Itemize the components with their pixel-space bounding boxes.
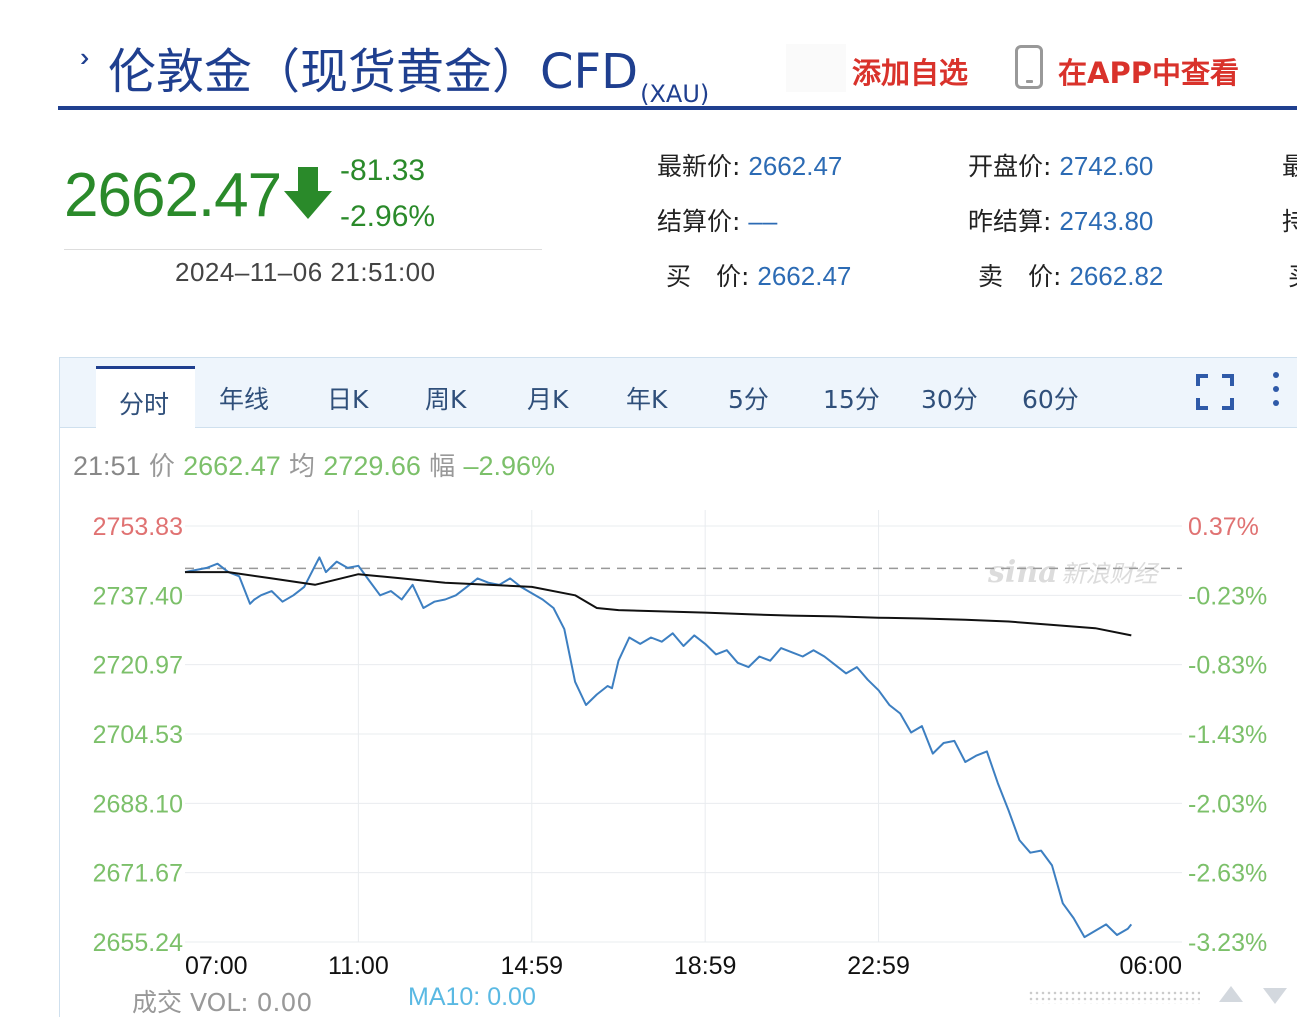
pct-tick-label: 0.37% — [1188, 513, 1259, 541]
quote-field-value: 2742.60 — [1059, 151, 1154, 181]
pct-tick-label: -3.23% — [1188, 929, 1267, 957]
quote-field: 最 — [1282, 147, 1297, 183]
quote-field-label: 持 — [1282, 207, 1297, 236]
more-options-icon[interactable] — [1272, 372, 1280, 412]
y-tick-label: 2704.53 — [93, 721, 183, 749]
tab-monthly-k[interactable]: 月K — [527, 385, 569, 414]
symbol-code: (XAU) — [640, 80, 710, 108]
quote-field-label: 买 价: — [666, 262, 750, 291]
y-tick-label: 2720.97 — [93, 652, 183, 680]
average-line — [185, 571, 1132, 637]
quote-field-label: 开盘价: — [968, 152, 1052, 181]
chart-scroll-handle[interactable] — [1028, 990, 1200, 1004]
tab-30min[interactable]: 30分 — [921, 385, 978, 414]
quote-field: 昨结算: 2743.80 — [968, 202, 1153, 238]
quote-field: 开盘价: 2742.60 — [968, 147, 1153, 183]
x-tick-label: 14:59 — [501, 952, 564, 980]
info-avg-label: 均 — [289, 452, 316, 482]
quote-field-value: –– — [748, 206, 778, 236]
info-time: 21:51 — [73, 451, 141, 481]
quote-field-value: 2662.47 — [748, 151, 843, 181]
pct-tick-label: -0.83% — [1188, 652, 1267, 680]
scroll-down-icon[interactable] — [1263, 988, 1287, 1004]
title-text: 伦敦金（现货黄金）CFD — [108, 44, 639, 100]
quote-timestamp: 2024–11–06 21:51:00 — [175, 257, 436, 287]
down-arrow-icon — [284, 167, 332, 219]
tab-60min[interactable]: 60分 — [1022, 385, 1079, 414]
price-line — [184, 556, 1133, 939]
sina-finance-watermark: sina 新浪财经 — [988, 554, 1158, 590]
tab-label: 分时 — [119, 390, 170, 419]
watermark-cn: 新浪财经 — [1061, 560, 1158, 588]
tab-intraday[interactable]: 分时 — [96, 366, 195, 429]
y-tick-label: 2671.67 — [93, 860, 183, 888]
quote-field-label: 买 — [1288, 262, 1297, 291]
quote-field-label: 最 — [1282, 152, 1297, 181]
quote-field: 买 — [1288, 257, 1297, 293]
price-change: -81.33 — [340, 154, 426, 187]
tab-daily-k[interactable]: 日K — [327, 385, 369, 414]
chart-panel: 分时 年线 日K 周K 月K 年K 5分 15分 30分 60分 21:51 价… — [59, 357, 1297, 1017]
quote-field: 卖 价: 2662.82 — [978, 257, 1163, 293]
quote-field-label: 卖 价: — [978, 262, 1062, 291]
quote-field: 持 — [1282, 202, 1297, 238]
pct-tick-label: -2.03% — [1188, 790, 1267, 818]
pct-tick-label: -1.43% — [1188, 721, 1267, 749]
quote-field: 买 价: 2662.47 — [666, 257, 851, 293]
double-chevron-icon: ›› — [80, 42, 92, 72]
info-avg: 2729.66 — [323, 451, 421, 481]
x-tick-label: 18:59 — [674, 952, 737, 980]
price-change-percent: -2.96% — [340, 200, 436, 233]
quote-field-value: 2662.82 — [1069, 261, 1164, 291]
scroll-up-icon[interactable] — [1219, 986, 1243, 1002]
period-tabs: 分时 年线 日K 周K 月K 年K 5分 15分 30分 60分 — [60, 358, 1297, 429]
quote-field-value: 2743.80 — [1059, 206, 1154, 236]
info-amplitude: –2.96% — [463, 451, 556, 481]
quote-field-label: 结算价: — [657, 207, 741, 236]
info-price-label: 价 — [148, 452, 175, 482]
x-tick-label: 11:00 — [328, 952, 389, 980]
tab-yearly-k[interactable]: 年K — [626, 385, 668, 414]
last-price: 2662.47 — [64, 161, 282, 230]
ma10-value: MA10: 0.00 — [408, 983, 536, 1011]
intraday-chart[interactable]: 2753.83 0.37% 2737.40 -0.23% 2720.97 -0.83% 27… — [60, 358, 1297, 1017]
volume-info: 成交 VOL: 0.00 — [132, 983, 312, 1017]
y-tick-label: 2753.83 — [93, 513, 183, 541]
watermark-brand: sina — [988, 555, 1058, 590]
tab-5min[interactable]: 5分 — [728, 385, 769, 414]
tab-weekly-k[interactable]: 周K — [425, 385, 467, 414]
quote-field: 结算价: –– — [657, 202, 777, 238]
tab-year-line[interactable]: 年线 — [219, 385, 270, 414]
x-tick-label: 07:00 — [185, 952, 248, 980]
page-header: ›› 伦敦金（现货黄金）CFD(XAU) 添加自选 在APP中查看 — [58, 28, 1297, 110]
divider — [64, 249, 542, 250]
phone-icon[interactable] — [1015, 45, 1043, 89]
volume-label: 成交 — [132, 988, 183, 1017]
quote-field-value: 2662.47 — [757, 261, 852, 291]
x-tick-label: 06:00 — [1119, 952, 1182, 980]
y-tick-label: 2688.10 — [93, 790, 183, 818]
pct-tick-label: -0.23% — [1188, 582, 1267, 610]
info-price: 2662.47 — [183, 451, 281, 481]
header-spacer — [786, 44, 846, 92]
info-amp-label: 幅 — [429, 452, 456, 482]
quote-field-label: 最新价: — [657, 152, 741, 181]
volume-value: VOL: 0.00 — [189, 988, 313, 1017]
crosshair-info: 21:51 价 2662.47 均 2729.66 幅 –2.96% — [73, 446, 555, 483]
view-in-app-button[interactable]: 在APP中查看 — [1058, 56, 1239, 90]
x-tick-label: 22:59 — [847, 952, 910, 980]
quote-field-label: 昨结算: — [968, 207, 1052, 236]
tab-15min[interactable]: 15分 — [823, 385, 880, 414]
pct-tick-label: -2.63% — [1188, 860, 1267, 888]
y-tick-label: 2655.24 — [93, 929, 183, 957]
add-favorite-button[interactable]: 添加自选 — [852, 56, 969, 90]
y-tick-label: 2737.40 — [93, 582, 183, 610]
quote-field: 最新价: 2662.47 — [657, 147, 842, 183]
page-title: 伦敦金（现货黄金）CFD(XAU) — [108, 32, 709, 108]
fullscreen-icon[interactable] — [1196, 374, 1234, 410]
